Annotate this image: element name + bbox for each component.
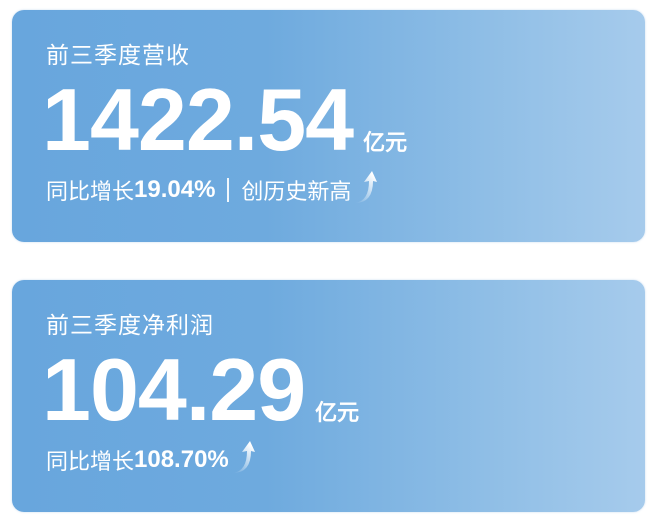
up-arrow-icon xyxy=(232,441,255,473)
divider xyxy=(227,178,230,202)
unit-label: 亿元 xyxy=(315,400,360,425)
up-arrow-icon xyxy=(355,171,378,203)
growth-value: 108.70% xyxy=(134,446,229,473)
net-profit-card: 前三季度净利润 104.29 亿元 同比增长 108.70% xyxy=(12,280,645,512)
revenue-card: 前三季度营收 1422.54 亿元 同比增长 19.04% 创历史新高 xyxy=(12,10,645,242)
growth-label: 同比增长 xyxy=(46,449,135,474)
card-title: 前三季度营收 xyxy=(46,42,190,68)
revenue-value: 1422.54 xyxy=(42,70,354,169)
growth-value: 19.04% xyxy=(134,176,216,203)
growth-row: 同比增长 108.70% xyxy=(46,441,257,476)
profit-value-row: 104.29 亿元 xyxy=(42,340,359,463)
growth-label: 同比增长 xyxy=(46,179,135,204)
growth-row: 同比增长 19.04% 创历史新高 xyxy=(46,171,379,206)
card-title: 前三季度净利润 xyxy=(46,312,214,338)
revenue-value-row: 1422.54 亿元 xyxy=(42,70,407,193)
record-note: 创历史新高 xyxy=(241,179,352,204)
unit-label: 亿元 xyxy=(363,130,408,155)
profit-value: 104.29 xyxy=(42,340,306,439)
